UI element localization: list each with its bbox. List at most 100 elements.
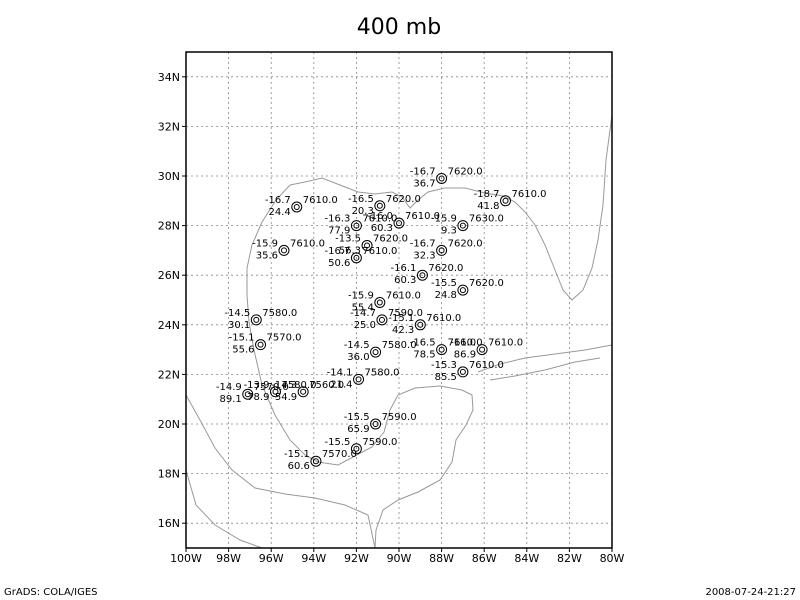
lon-tick-label: 92W xyxy=(344,552,369,565)
station-temperature: -16.7 xyxy=(325,246,351,257)
station-marker xyxy=(376,314,388,326)
station-height: 7620.0 xyxy=(428,263,463,274)
station-dewpoint: 20.3 xyxy=(352,206,374,217)
station-marker xyxy=(353,373,365,385)
station-marker-inner xyxy=(355,376,362,383)
station-height: 7580.0 xyxy=(365,367,400,378)
station-height: 7610.0 xyxy=(290,238,325,249)
lat-tick-label: 30N xyxy=(158,170,180,183)
station-marker xyxy=(500,195,511,207)
station-marker xyxy=(297,386,309,398)
station-dewpoint: 60.3 xyxy=(371,223,393,234)
lon-tick-label: 98W xyxy=(216,552,241,565)
lat-tick-label: 26N xyxy=(158,269,180,282)
station-height: 7610.0 xyxy=(405,211,440,222)
station-height: 7610.0 xyxy=(448,338,483,349)
station-marker xyxy=(291,201,303,213)
station-marker xyxy=(436,172,448,184)
lon-tick-label: 86W xyxy=(472,552,497,565)
station-temperature: -16.0 xyxy=(450,338,476,349)
station-height: 7620.0 xyxy=(386,194,421,205)
station-height: 7610.0 xyxy=(303,195,338,206)
station-dewpoint: 30.1 xyxy=(228,320,250,331)
station-marker-inner xyxy=(459,287,466,294)
lat-tick-label: 20N xyxy=(158,418,180,431)
station-temperature: -16.5 xyxy=(348,194,374,205)
station-height: 7610.0 xyxy=(362,246,397,257)
station-height: 7570.0 xyxy=(322,449,357,460)
station-dewpoint: 78.5 xyxy=(413,350,435,361)
station-dewpoint: 60.3 xyxy=(394,275,416,286)
station-marker-inner xyxy=(378,316,385,323)
station-temperature: -15.9 xyxy=(348,290,374,301)
station-marker xyxy=(457,366,469,378)
station-marker-inner xyxy=(502,197,509,204)
station-dewpoint: 24.4 xyxy=(268,207,290,218)
station-marker xyxy=(250,314,262,326)
station-marker-inner xyxy=(479,346,486,353)
station-dewpoint: 36.7 xyxy=(413,178,435,189)
station-marker-inner xyxy=(272,388,279,395)
station-marker-inner xyxy=(419,272,426,279)
footer-right: 2008-07-24-21:27 xyxy=(705,587,796,598)
station-temperature: -18.7 xyxy=(474,189,500,200)
title: 400 mb xyxy=(357,15,441,40)
lon-tick-label: 90W xyxy=(387,552,412,565)
station-temperature: -16.7 xyxy=(265,195,291,206)
station-dewpoint: 25.0 xyxy=(354,320,376,331)
lon-tick-label: 84W xyxy=(514,552,539,565)
station-height: 7570.0 xyxy=(267,333,302,344)
station-marker-inner xyxy=(376,299,383,306)
station-temperature: -15.1 xyxy=(388,313,414,324)
station-dewpoint: 42.3 xyxy=(392,325,414,336)
station-marker xyxy=(370,418,382,430)
station-temperature: -16.1 xyxy=(391,263,417,274)
station-height: 7580.0 xyxy=(281,380,316,391)
station-temperature: -15.1 xyxy=(229,333,255,344)
lat-tick-label: 28N xyxy=(158,220,180,233)
station-marker xyxy=(278,244,290,256)
station-temperature: -16.5 xyxy=(410,338,436,349)
station-temperature: -15.5 xyxy=(344,412,370,423)
station-marker xyxy=(350,252,362,264)
station-marker xyxy=(457,220,469,232)
station-temperature: -15.5 xyxy=(431,278,457,289)
lat-tick-label: 34N xyxy=(158,71,180,84)
station-temperature: -14.3 xyxy=(271,380,297,391)
station-height: 7620.0 xyxy=(469,278,504,289)
station-dewpoint: 60.6 xyxy=(288,461,310,472)
station-height: 7630.0 xyxy=(469,214,504,225)
lon-tick-label: 96W xyxy=(259,552,284,565)
station-dewpoint: 36.0 xyxy=(347,352,369,363)
station-marker-inner xyxy=(372,421,379,427)
station-marker-inner xyxy=(372,349,379,356)
station-marker xyxy=(374,296,386,308)
station-temperature: -14.5 xyxy=(344,340,370,351)
station-marker-inner xyxy=(438,247,445,254)
station-temperature: -14.9 xyxy=(216,382,242,393)
station-marker xyxy=(361,239,373,251)
footer-left: GrADS: COLA/IGES xyxy=(4,587,98,598)
station-marker xyxy=(457,284,469,296)
station-temperature: -16.3 xyxy=(325,214,351,225)
station-marker xyxy=(350,220,362,232)
station-dewpoint: 54.9 xyxy=(275,392,297,403)
station-temperature: -15.1 xyxy=(284,449,310,460)
station-dewpoint: 89.1 xyxy=(220,394,242,405)
station-marker-inner xyxy=(280,247,287,254)
station-temperature: -15.9 xyxy=(252,238,278,249)
station-marker-inner xyxy=(300,388,307,395)
station-dewpoint: 85.5 xyxy=(435,372,457,383)
station-dewpoint: 56.3 xyxy=(339,245,361,256)
station-height: 7580.0 xyxy=(262,308,297,319)
station-temperature: -15.3 xyxy=(431,360,457,371)
station-height: 7620.0 xyxy=(448,238,483,249)
station-dewpoint: 9.3 xyxy=(441,226,457,237)
station-temperature: -16.7 xyxy=(410,238,436,249)
station-dewpoint: 21.4 xyxy=(330,379,352,390)
station-temperature: -14.5 xyxy=(224,308,250,319)
station-dewpoint: 78.9 xyxy=(247,392,269,403)
station-height: 7590.0 xyxy=(362,437,397,448)
